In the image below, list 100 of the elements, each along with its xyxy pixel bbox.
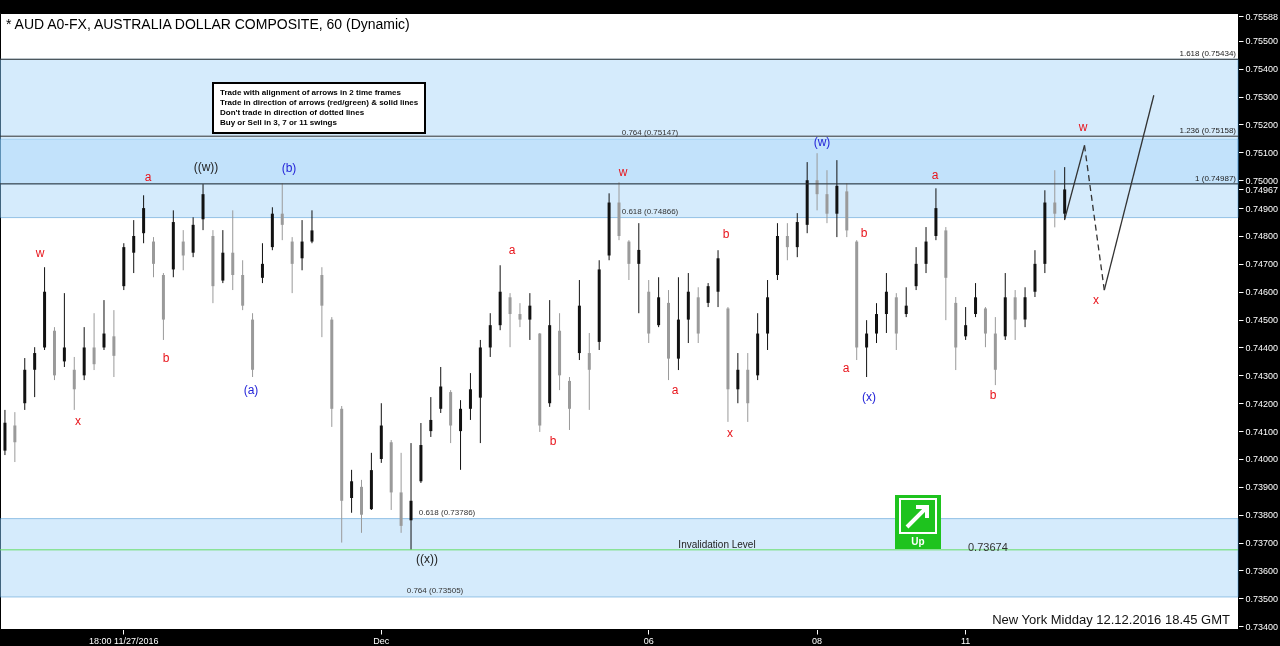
y-tick-label: 0.74200 bbox=[1245, 398, 1279, 409]
ref-line-label: Invalidation Level bbox=[678, 538, 756, 550]
candlestick bbox=[825, 169, 829, 224]
candlestick bbox=[231, 209, 235, 291]
annotation: a bbox=[842, 361, 850, 375]
candlestick bbox=[132, 219, 136, 274]
annotation: w bbox=[618, 165, 628, 179]
candlestick bbox=[112, 309, 116, 378]
candlestick bbox=[33, 346, 37, 398]
y-tick-label: 0.74700 bbox=[1245, 259, 1279, 270]
y-tick-label: 0.75400 bbox=[1245, 64, 1279, 75]
candlestick bbox=[964, 306, 968, 341]
y-tick-label: 0.75588 bbox=[1245, 11, 1279, 22]
annotation: (w) bbox=[813, 135, 831, 149]
candlestick bbox=[1053, 169, 1057, 228]
ref-line-label: 1.236 (0.75158) bbox=[1179, 126, 1237, 136]
candlestick bbox=[488, 312, 492, 358]
y-tick-label: 0.75000 bbox=[1245, 175, 1279, 186]
candlestick bbox=[429, 396, 433, 438]
y-tick-label: 0.74600 bbox=[1245, 287, 1279, 298]
annotation: Buy or Sell in 3, 7 or 11 swings bbox=[220, 118, 338, 128]
candlestick bbox=[627, 239, 631, 281]
candlestick bbox=[884, 272, 888, 334]
ref-line-label: 1 (0.74987) bbox=[1195, 173, 1237, 183]
candlestick bbox=[508, 292, 512, 348]
annotation: b bbox=[860, 226, 868, 240]
y-tick-label: 0.74500 bbox=[1245, 315, 1279, 326]
annotation: a bbox=[508, 243, 516, 257]
candlestick bbox=[528, 292, 532, 341]
annotation: b bbox=[989, 388, 997, 402]
annotation: Trade in direction of arrows (red/green) & solid lines bbox=[220, 98, 419, 108]
candlestick bbox=[300, 219, 304, 271]
candlestick bbox=[1023, 286, 1027, 328]
y-tick-label: 0.75100 bbox=[1245, 147, 1279, 158]
candlestick bbox=[587, 332, 591, 411]
annotation: 0.618 (0.74866) bbox=[621, 206, 679, 216]
y-tick-label: 0.73400 bbox=[1245, 621, 1279, 632]
y-tick-label: 0.74300 bbox=[1245, 370, 1279, 381]
annotation: Up bbox=[911, 536, 925, 548]
y-tick-label: 0.73600 bbox=[1245, 565, 1279, 576]
candlestick bbox=[152, 236, 156, 278]
candlestick bbox=[409, 442, 413, 551]
annotation: x bbox=[1093, 293, 1099, 307]
y-tick-label: 0.75300 bbox=[1245, 92, 1279, 103]
y-tick-label: 0.73700 bbox=[1245, 538, 1279, 549]
candlestick bbox=[904, 286, 908, 318]
annotation: New York Midday 12.12.2016 18.45 GMT bbox=[992, 612, 1230, 627]
candlestick bbox=[92, 312, 96, 371]
annotation: 0.73674 bbox=[968, 540, 1008, 553]
annotation: ((x)) bbox=[416, 552, 438, 566]
y-tick-label: 0.73500 bbox=[1245, 593, 1279, 604]
y-tick-label: 0.74900 bbox=[1245, 203, 1279, 214]
y-tick-label: 0.73900 bbox=[1245, 482, 1279, 493]
candlestick bbox=[518, 302, 522, 328]
annotation: w bbox=[1078, 120, 1088, 134]
candlestick bbox=[280, 182, 284, 241]
annotation: a bbox=[671, 383, 679, 397]
annotation: (a) bbox=[243, 383, 259, 397]
annotation: x bbox=[75, 414, 81, 428]
y-tick-label: 0.74400 bbox=[1245, 342, 1279, 353]
x-tick-label: 06 bbox=[643, 635, 654, 646]
candlestick bbox=[72, 356, 76, 411]
y-tick-label: 0.74800 bbox=[1245, 231, 1279, 242]
candlestick bbox=[914, 246, 918, 291]
x-tick-label: 11 bbox=[960, 635, 971, 646]
candlestick bbox=[290, 236, 294, 294]
chart-title: * AUD A0-FX, AUSTRALIA DOLLAR COMPOSITE, 60 (Dynamic) bbox=[6, 16, 410, 32]
candlestick bbox=[181, 229, 185, 271]
candlestick bbox=[310, 209, 314, 244]
annotation: Don't trade in direction of dotted lines bbox=[220, 108, 366, 118]
candlestick bbox=[468, 372, 472, 421]
ref-line-label: 1.618 (0.75434) bbox=[1179, 49, 1237, 59]
annotation: w bbox=[35, 246, 45, 260]
candlestick bbox=[706, 282, 710, 308]
annotation: b bbox=[162, 351, 170, 365]
x-tick-label: 08 bbox=[812, 635, 823, 646]
annotation: (b) bbox=[281, 161, 297, 175]
annotation: Trade with alignment of arrows in 2 time frames bbox=[220, 88, 402, 98]
candlestick bbox=[13, 411, 17, 463]
y-tick-label: 0.74000 bbox=[1245, 454, 1279, 465]
annotation: a bbox=[931, 168, 939, 182]
annotation: 0.764 (0.73505) bbox=[406, 585, 464, 595]
y-tick-label: 0.74100 bbox=[1245, 426, 1279, 437]
candlestick bbox=[974, 282, 978, 318]
candlestick bbox=[1013, 289, 1017, 341]
y-tick-label: 0.75200 bbox=[1245, 119, 1279, 130]
candlestick bbox=[875, 302, 878, 344]
y-tick-label: 0.74967 bbox=[1245, 184, 1279, 195]
x-tick-label: 18:00 11/27/2016 bbox=[89, 635, 159, 646]
annotation: ((w)) bbox=[193, 160, 219, 174]
candlestick bbox=[865, 319, 869, 378]
annotation: 0.764 (0.75147) bbox=[621, 128, 679, 138]
candlestick bbox=[736, 352, 740, 404]
annotation: x bbox=[727, 426, 733, 440]
annotation: (x) bbox=[862, 390, 876, 404]
candlestick bbox=[459, 399, 463, 471]
candlestick bbox=[102, 299, 106, 351]
y-tick-label: 0.73800 bbox=[1245, 510, 1279, 521]
candlestick bbox=[785, 222, 789, 261]
candlestick bbox=[439, 366, 443, 414]
